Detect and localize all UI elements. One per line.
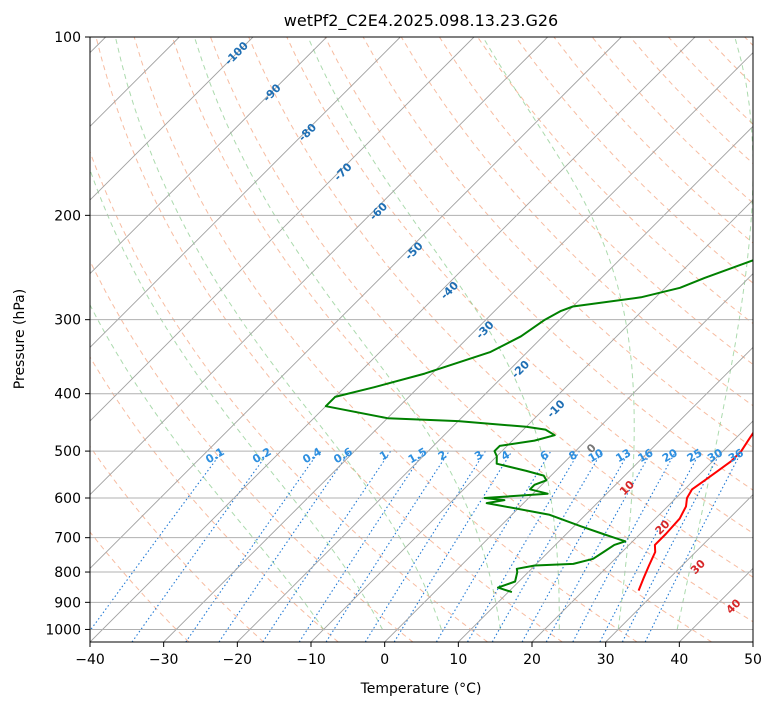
mixing-ratio-line — [185, 450, 320, 642]
moist-adiabat-line — [482, 37, 635, 630]
x-tick-label: 50 — [744, 652, 762, 668]
x-tick-label: 10 — [449, 652, 467, 668]
dry-adiabat-line — [90, 445, 264, 642]
isotherm-line — [310, 199, 753, 642]
y-tick-label: 700 — [54, 531, 81, 547]
y-tick-label: 800 — [54, 565, 81, 581]
dry-adiabat-line — [248, 37, 753, 578]
plot-frame — [89, 36, 754, 643]
mixing-ratio-line — [262, 450, 392, 642]
x-tick-label: −10 — [296, 652, 326, 668]
x-tick-label: −20 — [223, 652, 253, 668]
isotherm-line — [531, 420, 753, 642]
mixing-ratio-line — [393, 450, 513, 642]
y-tick-label: 300 — [54, 313, 81, 329]
y-tick-label: 200 — [54, 208, 81, 224]
x-axis: −40 −30 −20 −10 0 10 20 30 40 50 — [75, 642, 762, 668]
moist-adiabat-line — [307, 37, 560, 630]
y-tick-label: 100 — [54, 30, 81, 46]
y-tick-label: 1000 — [45, 622, 81, 638]
isotherm-line — [384, 273, 753, 642]
mixing-ratio-line — [545, 450, 653, 642]
x-tick-label: 30 — [597, 652, 615, 668]
mixing-ratio-line — [131, 450, 270, 642]
mixing-ratio-line — [218, 450, 351, 642]
chart-title: wetPf2_C2E4.2025.098.13.23.G26 — [284, 11, 558, 31]
dry-adiabat-line — [133, 37, 638, 642]
mixing-ratio-line — [325, 450, 450, 642]
x-tick-label: −40 — [75, 652, 105, 668]
x-tick-label: 40 — [670, 652, 688, 668]
moist-adiabat-line — [114, 37, 442, 630]
mixing-ratio-line — [90, 450, 223, 632]
dry-adiabat-line — [515, 37, 753, 284]
grid — [90, 37, 753, 642]
y-tick-label: 400 — [54, 387, 81, 403]
dry-adiabat-line — [95, 37, 563, 642]
dry-adiabat-line — [90, 356, 339, 642]
mixing-ratio-line — [298, 450, 425, 642]
y-tick-label: 500 — [54, 444, 81, 460]
isotherm-line — [458, 346, 753, 642]
x-tick-label: −30 — [149, 652, 179, 668]
isotherm-line — [163, 52, 753, 642]
dry-adiabat-line — [171, 37, 712, 642]
x-tick-label: 0 — [380, 652, 389, 668]
mixing-ratio-line — [572, 450, 677, 642]
dry-adiabat-line — [400, 37, 753, 407]
isotherm-line — [90, 37, 327, 275]
background-lines — [90, 37, 753, 642]
isotherm-line — [90, 37, 475, 422]
mixing-ratio-line — [644, 450, 743, 642]
moist-adiabat-line — [90, 168, 383, 630]
isotherm-line — [90, 37, 696, 642]
dry-adiabat-line — [210, 37, 753, 623]
y-axis-title: Pressure (hPa) — [12, 289, 28, 389]
y-tick-label: 600 — [54, 491, 81, 507]
isotherm-line — [90, 37, 254, 201]
isotherm-line — [90, 37, 401, 348]
temperature-profile-line — [637, 431, 753, 591]
isotherm-line — [605, 494, 753, 642]
dry-adiabat-line — [90, 150, 488, 642]
isotherm-line — [752, 641, 753, 642]
dry-adiabat-line — [90, 531, 190, 642]
x-tick-label: 20 — [523, 652, 541, 668]
isotherm-line — [237, 125, 753, 642]
y-tick-label: 900 — [54, 595, 81, 611]
plot-background — [90, 37, 753, 642]
isotherm-line — [90, 37, 548, 496]
x-axis-title: Temperature (°C) — [360, 681, 482, 697]
y-axis: 100 200 300 400 500 600 700 800 900 1000 — [45, 30, 90, 638]
isotherm-line — [90, 37, 622, 569]
dry-adiabat-line — [438, 37, 753, 366]
